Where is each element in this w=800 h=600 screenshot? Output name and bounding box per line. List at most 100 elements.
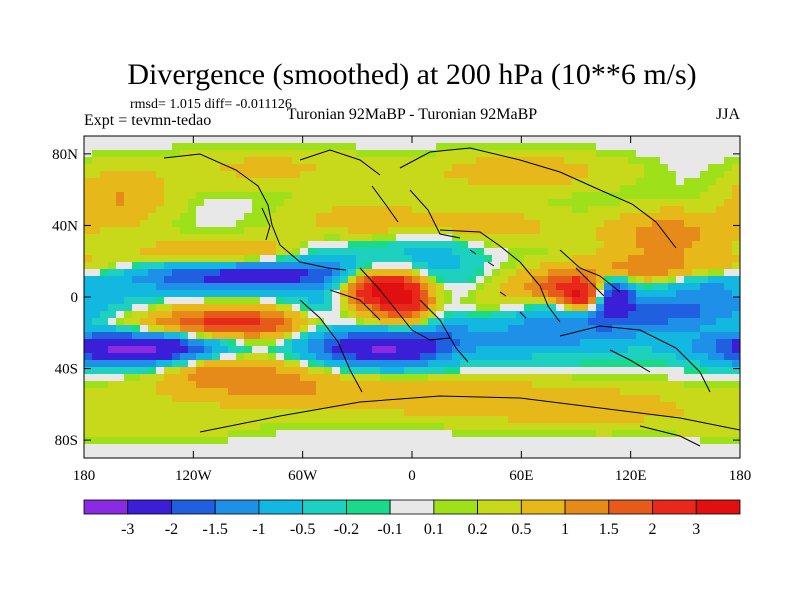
field-cell: [284, 255, 293, 263]
field-cell: [156, 199, 165, 207]
field-cell: [508, 374, 517, 382]
field-cell: [364, 381, 373, 389]
field-cell: [340, 248, 349, 256]
field-cell: [156, 136, 165, 144]
field-cell: [324, 416, 333, 424]
field-cell: [692, 283, 701, 291]
field-cell: [268, 136, 277, 144]
field-cell: [732, 164, 740, 172]
field-cell: [252, 171, 261, 179]
field-cell: [332, 248, 341, 256]
field-cell: [316, 192, 325, 200]
field-cell: [252, 339, 261, 347]
field-cell: [148, 325, 157, 333]
field-cell: [156, 346, 165, 354]
field-cell: [284, 451, 293, 458]
field-cell: [516, 248, 525, 256]
field-cell: [676, 416, 685, 424]
field-cell: [252, 136, 261, 144]
field-cell: [420, 290, 429, 298]
field-cell: [108, 185, 117, 193]
field-cell: [292, 283, 301, 291]
field-cell: [124, 311, 133, 319]
field-cell: [420, 402, 429, 410]
field-cell: [276, 283, 285, 291]
field-cell: [188, 234, 197, 242]
field-cell: [348, 304, 357, 312]
field-cell: [284, 157, 293, 165]
field-cell: [580, 164, 589, 172]
field-cell: [380, 290, 389, 298]
field-cell: [596, 150, 605, 158]
field-cell: [484, 283, 493, 291]
field-cell: [452, 143, 461, 151]
field-cell: [204, 451, 213, 458]
field-cell: [164, 367, 173, 375]
field-cell: [396, 437, 405, 445]
field-cell: [652, 150, 661, 158]
field-cell: [116, 318, 125, 326]
field-cell: [132, 283, 141, 291]
field-cell: [212, 374, 221, 382]
field-cell: [284, 367, 293, 375]
field-cell: [484, 304, 493, 312]
field-cell: [556, 185, 565, 193]
field-cell: [708, 332, 717, 340]
field-cell: [316, 402, 325, 410]
field-cell: [484, 262, 493, 270]
field-cell: [308, 276, 317, 284]
field-cell: [444, 318, 453, 326]
field-cell: [628, 164, 637, 172]
field-cell: [564, 255, 573, 263]
field-cell: [244, 234, 253, 242]
field-cell: [284, 150, 293, 158]
field-cell: [164, 325, 173, 333]
field-cell: [380, 395, 389, 403]
field-cell: [420, 423, 429, 431]
field-cell: [332, 395, 341, 403]
field-cell: [204, 290, 213, 298]
field-cell: [692, 234, 701, 242]
field-cell: [684, 227, 693, 235]
field-cell: [308, 185, 317, 193]
field-cell: [260, 381, 269, 389]
field-cell: [252, 367, 261, 375]
field-cell: [420, 171, 429, 179]
field-cell: [692, 437, 701, 445]
field-cell: [420, 164, 429, 172]
field-cell: [204, 136, 213, 144]
field-cell: [220, 290, 229, 298]
field-cell: [356, 367, 365, 375]
field-cell: [572, 311, 581, 319]
field-cell: [596, 451, 605, 458]
field-cell: [476, 206, 485, 214]
field-cell: [372, 262, 381, 270]
field-cell: [340, 241, 349, 249]
field-cell: [572, 430, 581, 438]
field-cell: [332, 220, 341, 228]
field-cell: [156, 143, 165, 151]
field-cell: [540, 143, 549, 151]
field-cell: [580, 423, 589, 431]
field-cell: [148, 234, 157, 242]
field-cell: [588, 276, 597, 284]
field-cell: [228, 171, 237, 179]
field-cell: [356, 451, 365, 458]
field-cell: [652, 185, 661, 193]
field-cell: [524, 444, 533, 452]
field-cell: [300, 150, 309, 158]
field-cell: [188, 430, 197, 438]
field-cell: [628, 451, 637, 458]
field-cell: [244, 402, 253, 410]
field-cell: [236, 332, 245, 340]
field-cell: [236, 402, 245, 410]
field-cell: [508, 150, 517, 158]
field-cell: [476, 283, 485, 291]
field-cell: [412, 346, 421, 354]
field-cell: [492, 178, 501, 186]
field-cell: [148, 353, 157, 361]
field-cell: [292, 290, 301, 298]
field-cell: [212, 360, 221, 368]
field-cell: [676, 185, 685, 193]
field-cell: [132, 416, 141, 424]
